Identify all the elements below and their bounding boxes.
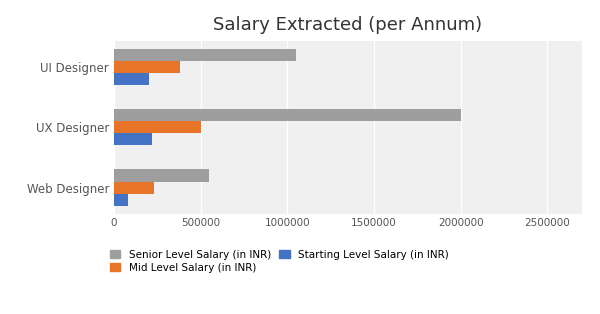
Bar (114, 181, 154, 194)
Bar (114, 109, 461, 121)
Title: Salary Extracted (per Annum): Salary Extracted (per Annum) (214, 16, 482, 34)
Bar (114, 73, 149, 85)
Bar (114, 121, 200, 133)
Legend: Senior Level Salary (in INR), Mid Level Salary (in INR), Starting Level Salary (: Senior Level Salary (in INR), Mid Level … (110, 250, 449, 273)
Bar (114, 61, 180, 73)
Bar (114, 170, 209, 181)
Bar (114, 194, 128, 206)
Bar (114, 133, 152, 145)
Bar (114, 49, 296, 61)
